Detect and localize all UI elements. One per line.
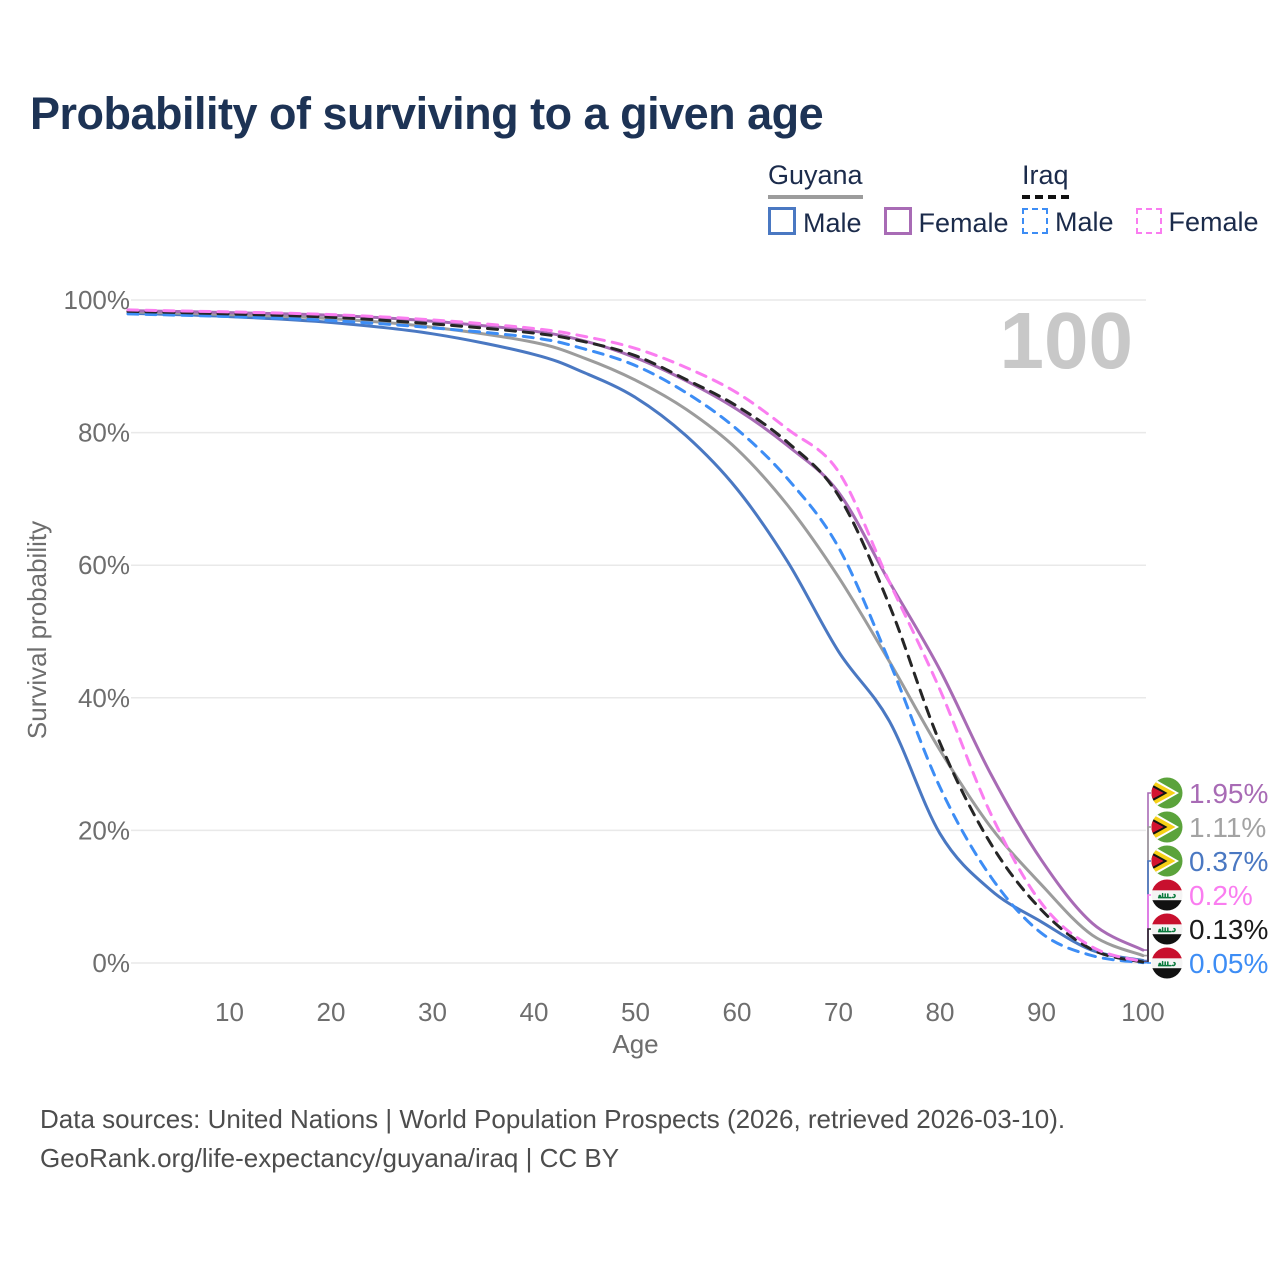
guyana-male-swatch-icon xyxy=(768,207,796,235)
x-tick-label: 70 xyxy=(824,997,853,1027)
y-tick-label: 80% xyxy=(78,418,130,448)
series-line-guyana-male xyxy=(126,311,1145,962)
end-value-label: 1.11% xyxy=(1189,812,1266,843)
y-tick-label: 40% xyxy=(78,683,130,713)
end-value-label: 0.2% xyxy=(1189,880,1253,911)
legend-group-iraq: Iraq Male Female xyxy=(1022,160,1280,238)
iraq-flag-icon xyxy=(1151,947,1183,979)
series-line-guyana-female xyxy=(126,309,1145,952)
iraq-female-swatch-icon xyxy=(1135,208,1162,234)
end-value-label: 0.37% xyxy=(1189,846,1268,877)
legend-label: Male xyxy=(1055,207,1114,237)
guyana-flag-icon xyxy=(1151,777,1183,809)
end-value-label: 0.05% xyxy=(1189,948,1268,979)
x-tick-label: 80 xyxy=(926,997,955,1027)
legend-item-guyana-male[interactable]: Male xyxy=(768,207,862,239)
legend-label: Male xyxy=(803,208,862,238)
legend-group-guyana: Guyana Male Female xyxy=(768,160,1031,239)
x-tick-label: 100 xyxy=(1121,997,1164,1027)
legend-item-iraq-female[interactable]: Female xyxy=(1135,207,1259,238)
x-tick-label: 90 xyxy=(1027,997,1056,1027)
guyana-flag-icon xyxy=(1151,845,1183,877)
series-line-guyana xyxy=(126,310,1145,958)
y-tick-label: 100% xyxy=(64,285,131,315)
x-tick-label: 50 xyxy=(621,997,650,1027)
legend-label: Female xyxy=(918,208,1009,238)
page-title: Probability of surviving to a given age xyxy=(30,88,824,139)
x-axis-title: Age xyxy=(612,1029,658,1059)
series-line-iraq-male xyxy=(126,312,1145,965)
x-tick-label: 20 xyxy=(317,997,346,1027)
y-tick-label: 0% xyxy=(92,948,130,978)
license-line[interactable]: GeoRank.org/life-expectancy/guyana/iraq … xyxy=(40,1143,620,1173)
iraq-flag-icon xyxy=(1151,879,1183,911)
x-tick-label: 40 xyxy=(520,997,549,1027)
end-value-label: 1.95% xyxy=(1189,778,1268,809)
x-tick-label: 60 xyxy=(723,997,752,1027)
iraq-male-swatch-icon xyxy=(1022,208,1048,234)
leader-line xyxy=(1144,928,1151,963)
end-value-label: 0.13% xyxy=(1189,914,1268,945)
guyana-female-swatch-icon xyxy=(883,207,912,235)
data-sources-line: Data sources: United Nations | World Pop… xyxy=(40,1104,1066,1134)
legend: Guyana Male Female Iraq Male Female xyxy=(0,160,1280,250)
legend-label: Female xyxy=(1168,207,1259,237)
y-tick-label: 20% xyxy=(78,815,130,845)
legend-country-iraq[interactable]: Iraq xyxy=(1022,160,1069,199)
age-watermark: 100 xyxy=(1000,296,1133,385)
legend-country-guyana[interactable]: Guyana xyxy=(768,160,863,199)
legend-item-guyana-female[interactable]: Female xyxy=(883,207,1009,239)
series-line-iraq-female xyxy=(126,308,1145,964)
x-tick-label: 30 xyxy=(418,997,447,1027)
legend-item-iraq-male[interactable]: Male xyxy=(1022,207,1114,238)
iraq-flag-icon xyxy=(1151,913,1183,945)
y-tick-label: 60% xyxy=(78,550,130,580)
footer-attribution: Data sources: United Nations | World Pop… xyxy=(40,1100,1065,1178)
guyana-flag-icon xyxy=(1151,811,1183,843)
x-tick-label: 10 xyxy=(215,997,244,1027)
y-axis-title: Survival probability xyxy=(22,521,52,739)
series-line-iraq xyxy=(126,309,1145,964)
